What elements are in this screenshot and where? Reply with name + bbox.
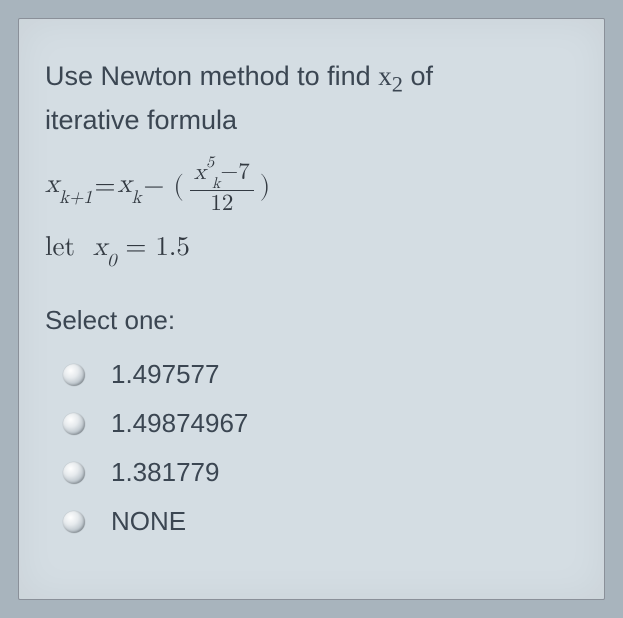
option-1[interactable]: 1.497577: [45, 350, 578, 399]
option-label: NONE: [111, 506, 186, 537]
page-background: Use Newton method to find x2 of iterativ…: [0, 0, 623, 618]
question-text: Use Newton method to find x2 of iterativ…: [45, 57, 578, 140]
close-paren: ): [260, 171, 271, 203]
option-label: 1.381779: [111, 457, 219, 488]
let-eq: =: [116, 234, 155, 261]
let-val: 1.5: [155, 234, 190, 261]
rhs-xk: xk: [117, 169, 141, 204]
select-one-label: Select one:: [45, 305, 578, 336]
radio-icon[interactable]: [63, 511, 85, 533]
equals: =: [94, 171, 115, 203]
radio-icon[interactable]: [63, 364, 85, 386]
option-label: 1.497577: [111, 359, 219, 390]
lhs: xk+1: [45, 169, 92, 204]
option-3[interactable]: 1.381779: [45, 448, 578, 497]
question-line2: iterative formula: [45, 105, 237, 135]
options-group: 1.497577 1.49874967 1.381779 NONE: [45, 350, 578, 546]
option-label: 1.49874967: [111, 408, 248, 439]
radio-icon[interactable]: [63, 462, 85, 484]
initial-condition: let x0 = 1.5: [45, 232, 578, 267]
fraction: x5k−7 12: [190, 158, 254, 216]
option-2[interactable]: 1.49874967: [45, 399, 578, 448]
x0: x0: [93, 234, 116, 261]
option-4[interactable]: NONE: [45, 497, 578, 546]
iteration-formula: xk+1 = xk − ( x5k−7 12 ): [45, 158, 578, 216]
minus-open: − (: [143, 171, 183, 203]
fraction-numerator: x5k−7: [190, 158, 254, 191]
question-line1-a: Use Newton method to find: [45, 61, 378, 91]
question-card: Use Newton method to find x2 of iterativ…: [18, 18, 605, 600]
target-variable: x2: [378, 61, 403, 91]
radio-icon[interactable]: [63, 413, 85, 435]
fraction-denominator: 12: [210, 191, 233, 216]
question-line1-b: of: [403, 61, 433, 91]
let-word: let: [45, 234, 75, 261]
